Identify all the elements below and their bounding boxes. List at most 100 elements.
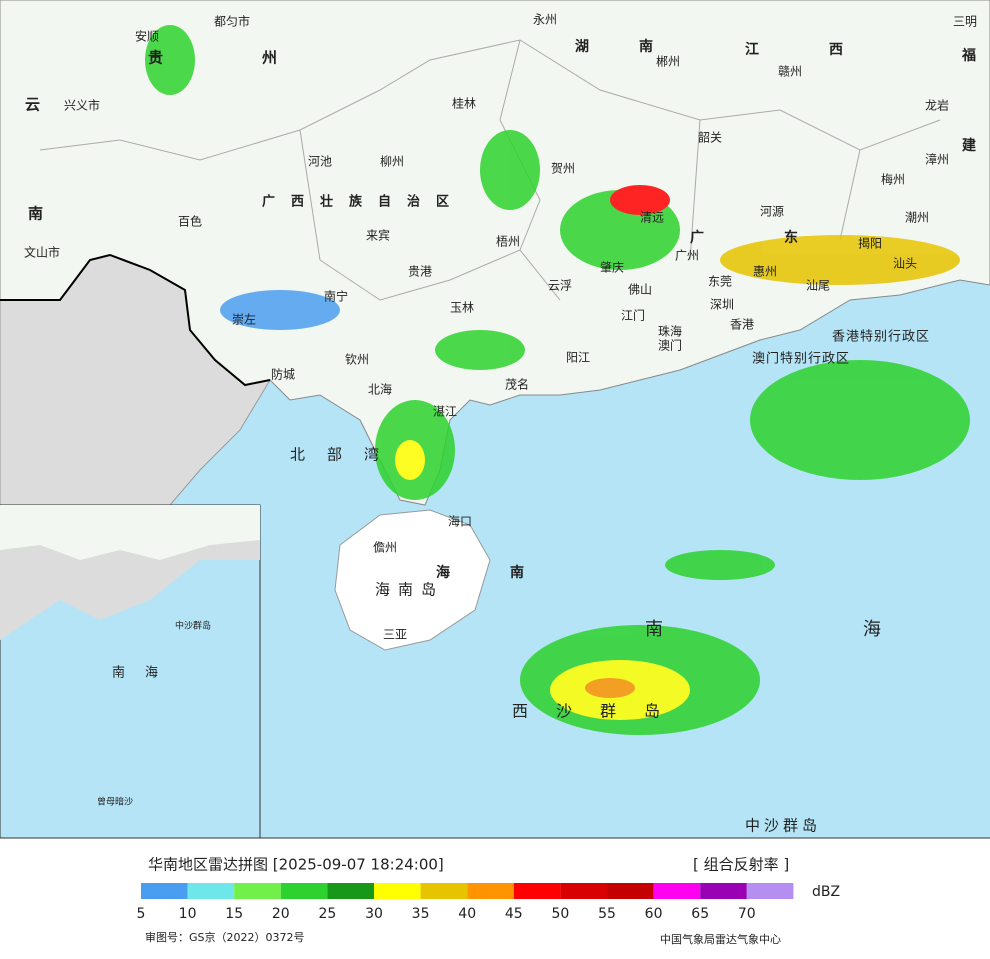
place-label: 南宁 bbox=[324, 289, 348, 304]
place-label: 郴州 bbox=[656, 55, 680, 69]
place-label: 柳州 bbox=[380, 155, 404, 169]
place-label: 佛山 bbox=[628, 283, 652, 297]
place-label: 儋州 bbox=[373, 541, 397, 555]
scale-label: 25 bbox=[318, 906, 336, 922]
scale-label: 40 bbox=[458, 906, 476, 922]
color-bin bbox=[420, 883, 468, 899]
place-label: 西沙群岛 bbox=[512, 702, 688, 721]
place-label: 河池 bbox=[308, 155, 332, 169]
place-label: 建 bbox=[962, 137, 976, 154]
place-label: 河源 bbox=[760, 205, 784, 219]
place-label: 汕头 bbox=[893, 257, 917, 271]
place-label: 海 bbox=[436, 564, 450, 581]
place-label: 北海 bbox=[368, 382, 392, 397]
place-label: 茂名 bbox=[505, 377, 529, 392]
place-label: 南 bbox=[28, 205, 43, 223]
place-label: 海口 bbox=[448, 514, 472, 529]
place-label: 兴义市 bbox=[64, 98, 100, 113]
color-bin bbox=[513, 883, 561, 899]
place-label: 澳门 bbox=[658, 338, 682, 353]
place-label: 韶关 bbox=[698, 130, 722, 145]
place-label: 文山市 bbox=[24, 245, 60, 260]
place-label: 云浮 bbox=[548, 279, 572, 293]
color-bin bbox=[653, 883, 701, 899]
place-label: 来宾 bbox=[366, 228, 390, 243]
place-label: 江西 bbox=[745, 41, 913, 58]
place-label: 永州 bbox=[533, 13, 557, 27]
scale-label: 15 bbox=[225, 906, 243, 922]
place-label: 清远 bbox=[640, 211, 664, 225]
place-label: 福 bbox=[961, 47, 976, 64]
place-label: 中沙群岛 bbox=[175, 620, 211, 632]
color-bin bbox=[234, 883, 281, 899]
place-label: 澳门特别行政区 bbox=[752, 351, 850, 367]
place-label: 香港特别行政区 bbox=[832, 330, 930, 345]
place-label: 广州 bbox=[675, 249, 699, 263]
scale-label: 55 bbox=[598, 906, 616, 922]
place-label: 北部湾 bbox=[290, 446, 401, 464]
place-label: 贺州 bbox=[551, 162, 575, 176]
place-label: 湛江 bbox=[433, 405, 457, 419]
color-bin bbox=[374, 883, 421, 899]
place-label: 南海 bbox=[645, 619, 990, 640]
scale-label: 50 bbox=[551, 906, 569, 922]
place-label: 珠海 bbox=[658, 324, 682, 339]
place-label: 安顺 bbox=[135, 29, 159, 44]
place-label: 深圳 bbox=[710, 298, 734, 312]
place-label: 阳江 bbox=[566, 351, 590, 365]
scale-label: 35 bbox=[412, 906, 430, 922]
place-label: 揭阳 bbox=[858, 236, 882, 251]
place-label: 贵港 bbox=[408, 265, 432, 279]
place-label: 曾母暗沙 bbox=[97, 796, 133, 808]
scale-label: 60 bbox=[645, 906, 663, 922]
place-label: 赣州 bbox=[778, 65, 802, 79]
place-label: 百色 bbox=[178, 215, 202, 229]
color-bin bbox=[560, 883, 607, 899]
color-bin bbox=[467, 883, 514, 899]
place-label: 贵 bbox=[148, 49, 163, 67]
basemap bbox=[0, 0, 990, 839]
place-label: 惠州 bbox=[753, 265, 777, 279]
place-label: 都匀市 bbox=[214, 14, 250, 29]
place-label: 云 bbox=[25, 96, 40, 114]
legend-title: 华南地区雷达拼图 [2025-09-07 18:24:00] bbox=[148, 856, 444, 874]
color-bin bbox=[607, 883, 654, 899]
place-label: 龙岩 bbox=[925, 98, 949, 113]
scale-label: 45 bbox=[505, 906, 523, 922]
place-label: 海南岛 bbox=[375, 581, 444, 599]
place-label: 南 bbox=[510, 564, 524, 581]
color-bin bbox=[280, 883, 328, 899]
place-label: 汕尾 bbox=[806, 279, 830, 293]
place-label: 防城 bbox=[271, 367, 295, 382]
place-label: 东莞 bbox=[708, 275, 732, 289]
scale-label: 70 bbox=[738, 906, 756, 922]
place-label: 潮州 bbox=[905, 210, 929, 225]
place-label: 中沙群岛 bbox=[745, 817, 821, 835]
place-label: 三明 bbox=[953, 15, 977, 29]
radar-echoes bbox=[145, 25, 970, 735]
scale-label: 5 bbox=[137, 906, 146, 922]
place-label: 州 bbox=[261, 49, 277, 67]
legend: 华南地区雷达拼图 [2025-09-07 18:24:00] [ 组合反射率 ]… bbox=[137, 856, 841, 923]
place-label: 香港 bbox=[730, 318, 754, 332]
scale-label: 20 bbox=[272, 906, 290, 922]
color-bin bbox=[187, 883, 235, 899]
place-label: 玉林 bbox=[450, 301, 474, 315]
place-label: 梧州 bbox=[496, 234, 520, 249]
color-bin bbox=[700, 883, 747, 899]
place-label: 钦州 bbox=[345, 353, 369, 367]
place-label: 崇左 bbox=[232, 312, 256, 327]
color-bin bbox=[746, 883, 794, 899]
color-bin bbox=[327, 883, 374, 899]
product-name: [ 组合反射率 ] bbox=[693, 856, 789, 874]
place-label: 三亚 bbox=[383, 628, 407, 642]
scale-label: 65 bbox=[691, 906, 709, 922]
place-label: 湖南 bbox=[575, 38, 703, 55]
place-label: 梅州 bbox=[881, 172, 905, 187]
source: 中国气象局雷达气象中心 bbox=[660, 932, 781, 946]
place-label: 漳州 bbox=[925, 152, 949, 167]
place-label: 南海 bbox=[112, 665, 178, 681]
place-label: 桂林 bbox=[452, 96, 476, 111]
